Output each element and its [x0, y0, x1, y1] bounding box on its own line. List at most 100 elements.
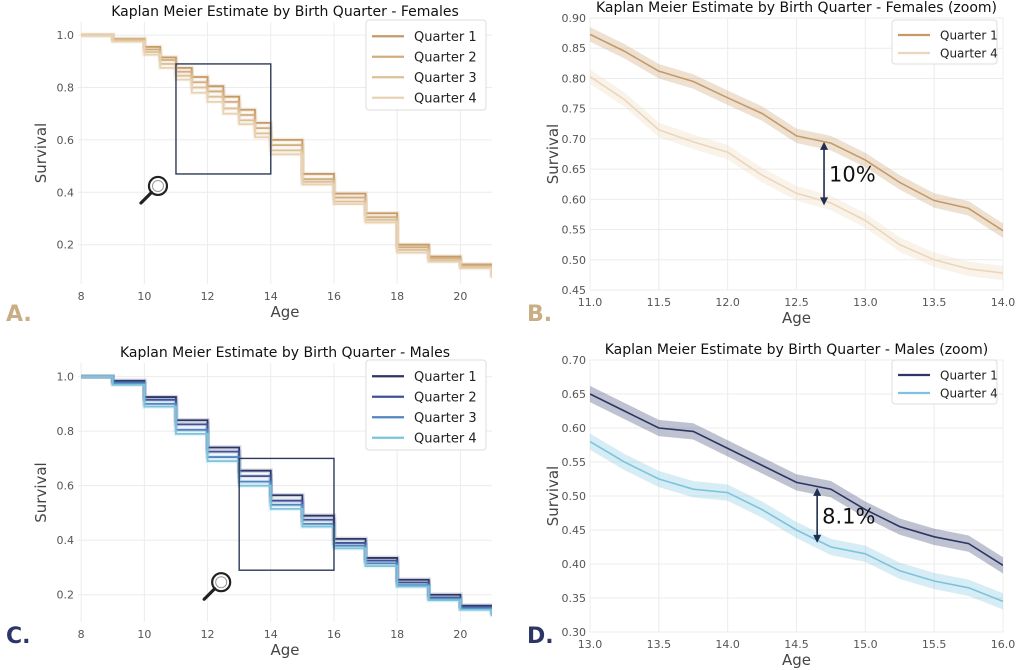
chart-title: Kaplan Meier Estimate by Birth Quarter -… [111, 4, 459, 20]
x-axis-label: Age [270, 303, 299, 321]
legend-label: Quarter 4 [414, 91, 477, 106]
x-tick-label: 8 [78, 628, 85, 641]
y-tick-label: 0.45 [562, 284, 587, 297]
y-tick-label: 0.30 [562, 626, 587, 639]
arrow-head-up [820, 141, 829, 150]
confidence-band [590, 27, 1003, 239]
plot-area [81, 374, 492, 617]
x-tick-label: 13.0 [853, 296, 878, 309]
series-line [590, 33, 1003, 232]
y-tick-label: 0.55 [562, 456, 587, 469]
x-axis-label: Age [270, 641, 299, 659]
x-tick-label: 11.5 [647, 296, 672, 309]
x-tick-label: 16 [327, 290, 341, 303]
x-tick-label: 8 [78, 290, 85, 303]
x-tick-label: 18 [390, 290, 404, 303]
series-line [590, 75, 1003, 274]
x-tick-label: 14 [264, 290, 278, 303]
x-tick-label: 14.0 [715, 638, 740, 651]
y-tick-label: 0.80 [562, 72, 587, 85]
legend-label: Quarter 4 [414, 431, 477, 446]
legend-frame [365, 359, 487, 451]
legend-label: Quarter 2 [414, 50, 477, 65]
legend-label: Quarter 4 [940, 387, 998, 401]
plot-area [590, 385, 1003, 610]
gap-annotation: 8.1% [813, 487, 876, 543]
legend-label: Quarter 1 [940, 29, 998, 43]
x-tick-label: 16.0 [991, 638, 1016, 651]
plot-area [590, 27, 1003, 281]
y-tick-label: 0.8 [57, 82, 75, 95]
arrow-head-down [813, 534, 822, 543]
series-line [81, 34, 492, 279]
y-tick-label: 0.70 [562, 354, 587, 367]
x-tick-label: 11.0 [578, 296, 603, 309]
y-axis-label: Survival [32, 462, 50, 522]
chart-title: Kaplan Meier Estimate by Birth Quarter -… [596, 0, 997, 16]
y-tick-label: 0.2 [57, 589, 75, 602]
x-tick-label: 12 [201, 290, 215, 303]
y-tick-label: 0.85 [562, 42, 587, 55]
legend-label: Quarter 2 [414, 390, 477, 405]
legend: Quarter 1 Quarter 2 Quarter 3 Quarter 4 [365, 359, 487, 451]
gap-label: 8.1% [822, 504, 875, 528]
legend-label: Quarter 4 [940, 47, 998, 61]
series-line [590, 440, 1003, 603]
series-line [590, 393, 1003, 567]
y-tick-label: 0.6 [57, 134, 75, 147]
x-axis-label: Age [782, 309, 811, 327]
y-axis-label: Survival [32, 123, 50, 183]
confidence-band [590, 433, 1003, 610]
panel-label-b: B. [527, 302, 553, 327]
legend-label: Quarter 3 [414, 411, 477, 426]
y-tick-label: 0.8 [57, 425, 75, 438]
x-tick-label: 16 [327, 628, 341, 641]
gap-annotation: 10% [820, 141, 876, 206]
magnifier-lens-inner [215, 576, 228, 589]
x-tick-label: 20 [453, 628, 467, 641]
x-axis-label: Age [782, 651, 811, 669]
x-tick-label: 13.0 [578, 638, 603, 651]
legend: Quarter 1 Quarter 2 Quarter 3 Quarter 4 [365, 19, 487, 111]
x-tick-label: 12.0 [715, 296, 740, 309]
y-tick-label: 0.2 [57, 239, 75, 252]
x-tick-label: 10 [137, 290, 151, 303]
legend: Quarter 1 Quarter 4 [891, 359, 998, 405]
legend-label: Quarter 1 [414, 30, 477, 45]
y-tick-label: 0.50 [562, 254, 587, 267]
y-tick-label: 0.40 [562, 558, 587, 571]
x-tick-label: 18 [390, 628, 404, 641]
x-tick-label: 13.5 [647, 638, 672, 651]
x-tick-label: 12.5 [784, 296, 809, 309]
legend-frame [365, 19, 487, 111]
x-tick-label: 12 [201, 628, 215, 641]
y-tick-label: 0.6 [57, 480, 75, 493]
y-tick-label: 0.4 [57, 186, 75, 199]
y-tick-label: 0.70 [562, 133, 587, 146]
magnifier-icon [202, 572, 232, 601]
y-tick-label: 0.65 [562, 388, 587, 401]
magnifier-lens [147, 175, 169, 197]
legend: Quarter 1 Quarter 4 [891, 19, 998, 65]
y-tick-label: 0.45 [562, 524, 587, 537]
y-axis-label: Survival [544, 466, 562, 526]
y-tick-label: 0.60 [562, 422, 587, 435]
x-tick-label: 15.0 [853, 638, 878, 651]
y-tick-label: 0.60 [562, 193, 587, 206]
chart-d: Kaplan Meier Estimate by Birth Quarter -… [544, 342, 1015, 669]
legend-label: Quarter 3 [414, 71, 477, 86]
y-tick-label: 0.90 [562, 12, 587, 25]
plot-area [81, 32, 492, 279]
y-tick-label: 0.75 [562, 103, 587, 116]
magnifier-handle [202, 587, 217, 601]
y-tick-label: 0.4 [57, 534, 75, 547]
y-tick-label: 1.0 [57, 29, 75, 42]
chart-c: Kaplan Meier Estimate by Birth Quarter -… [32, 345, 492, 659]
zoom-box [175, 63, 272, 175]
y-tick-label: 0.35 [562, 592, 587, 605]
x-tick-label: 13.5 [922, 296, 947, 309]
arrow-head-up [813, 487, 822, 496]
series-line [81, 375, 492, 617]
y-tick-label: 0.55 [562, 224, 587, 237]
magnifier-handle [139, 190, 154, 205]
